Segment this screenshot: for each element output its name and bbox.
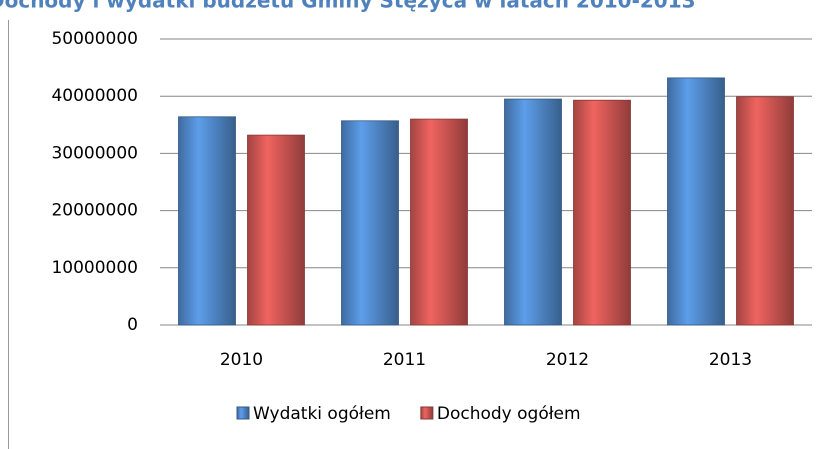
bar	[341, 120, 399, 326]
bar	[504, 98, 562, 326]
bar	[736, 96, 794, 326]
y-tick-label: 30000000	[51, 143, 138, 163]
legend-label: Dochody ogółem	[437, 404, 581, 424]
y-tick-label: 50000000	[51, 29, 138, 49]
x-tick-label: 2013	[709, 350, 752, 370]
x-tick-label: 2012	[546, 350, 589, 370]
y-tick-label: 10000000	[51, 258, 138, 278]
y-tick-label: 40000000	[51, 86, 138, 106]
bar	[178, 116, 236, 326]
legend-label: Wydatki ogółem	[253, 404, 391, 424]
legend-swatch	[420, 406, 434, 420]
bar	[410, 118, 468, 326]
x-tick-label: 2010	[220, 350, 263, 370]
bar	[573, 99, 631, 326]
x-tick-label: 2011	[383, 350, 426, 370]
bar	[247, 134, 305, 326]
y-tick-label: 20000000	[51, 201, 138, 221]
y-tick-label: 0	[127, 315, 138, 335]
bar	[667, 77, 725, 326]
chart-title: Dochody i wydatki budżetu Gminy Stężyca …	[0, 0, 696, 13]
legend-swatch	[236, 406, 250, 420]
